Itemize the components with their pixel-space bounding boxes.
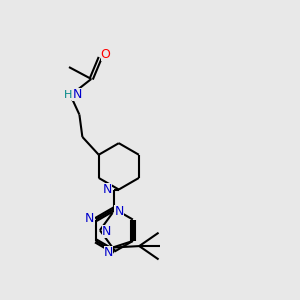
Text: H: H — [64, 90, 72, 100]
Text: N: N — [85, 212, 94, 226]
Text: N: N — [103, 183, 112, 196]
Text: N: N — [104, 246, 113, 259]
Text: N: N — [114, 205, 124, 218]
Text: O: O — [100, 48, 110, 61]
Text: N: N — [102, 225, 111, 238]
Text: N: N — [72, 88, 82, 101]
